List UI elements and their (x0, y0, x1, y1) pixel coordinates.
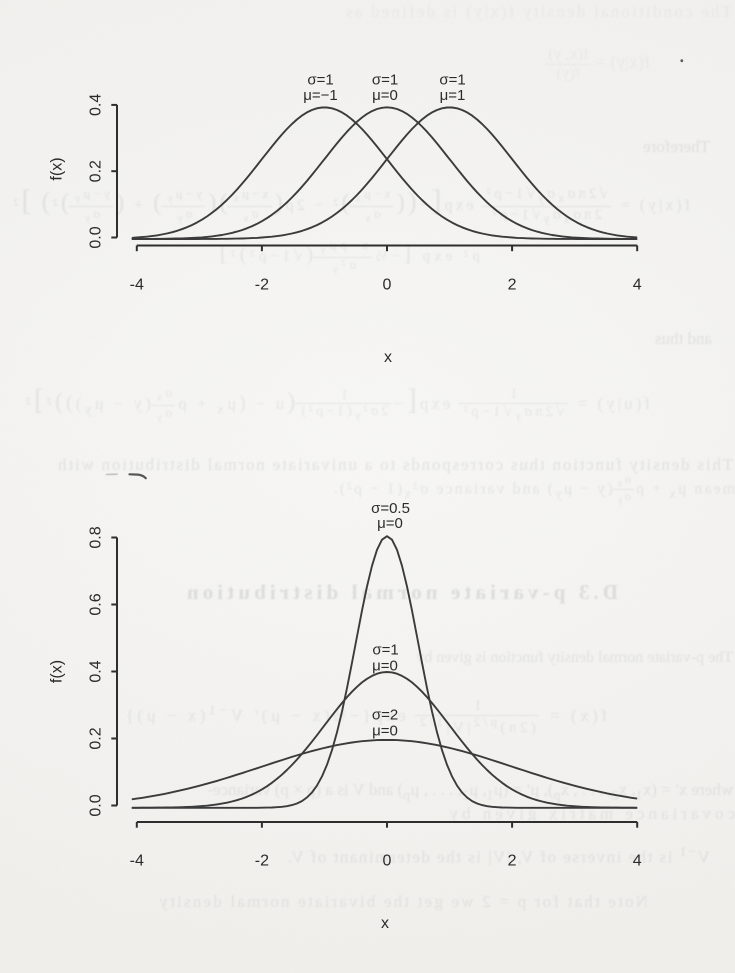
svg-text:σ=0.5: σ=0.5 (371, 500, 410, 517)
svg-text:0.4: 0.4 (88, 660, 105, 682)
svg-text:0.0: 0.0 (88, 794, 105, 816)
svg-text:μ=0: μ=0 (372, 87, 398, 104)
svg-text:x: x (381, 915, 389, 932)
svg-text:-2: -2 (255, 277, 269, 294)
svg-text:0.6: 0.6 (88, 593, 105, 615)
svg-text:0.2: 0.2 (88, 160, 105, 182)
svg-text:-4: -4 (130, 277, 144, 294)
svg-text:0.4: 0.4 (88, 94, 105, 116)
svg-text:μ=0: μ=0 (372, 657, 398, 674)
svg-text:0.8: 0.8 (88, 526, 105, 548)
svg-text:0.2: 0.2 (88, 727, 105, 749)
svg-text:σ=2: σ=2 (372, 706, 398, 723)
svg-text:2: 2 (508, 277, 517, 294)
svg-text:-4: -4 (130, 853, 144, 870)
svg-text:μ=−1: μ=−1 (303, 87, 338, 104)
svg-text:f(x): f(x) (49, 660, 66, 683)
svg-text:-2: -2 (255, 853, 269, 870)
svg-text:μ=0: μ=0 (372, 722, 398, 739)
svg-text:2: 2 (508, 853, 517, 870)
svg-text:μ=0: μ=0 (377, 515, 403, 532)
svg-text:σ=1: σ=1 (307, 71, 333, 88)
svg-text:σ=1: σ=1 (372, 641, 398, 658)
svg-text:x: x (384, 349, 392, 366)
svg-text:σ=1: σ=1 (372, 71, 398, 88)
svg-text:0: 0 (383, 277, 392, 294)
svg-text:σ=1: σ=1 (439, 71, 465, 88)
svg-text:f(x): f(x) (49, 157, 66, 180)
svg-text:4: 4 (633, 277, 642, 294)
svg-text:0: 0 (383, 853, 392, 870)
svg-text:0.0: 0.0 (88, 226, 105, 248)
svg-text:4: 4 (633, 853, 642, 870)
svg-text:μ=1: μ=1 (440, 87, 466, 104)
